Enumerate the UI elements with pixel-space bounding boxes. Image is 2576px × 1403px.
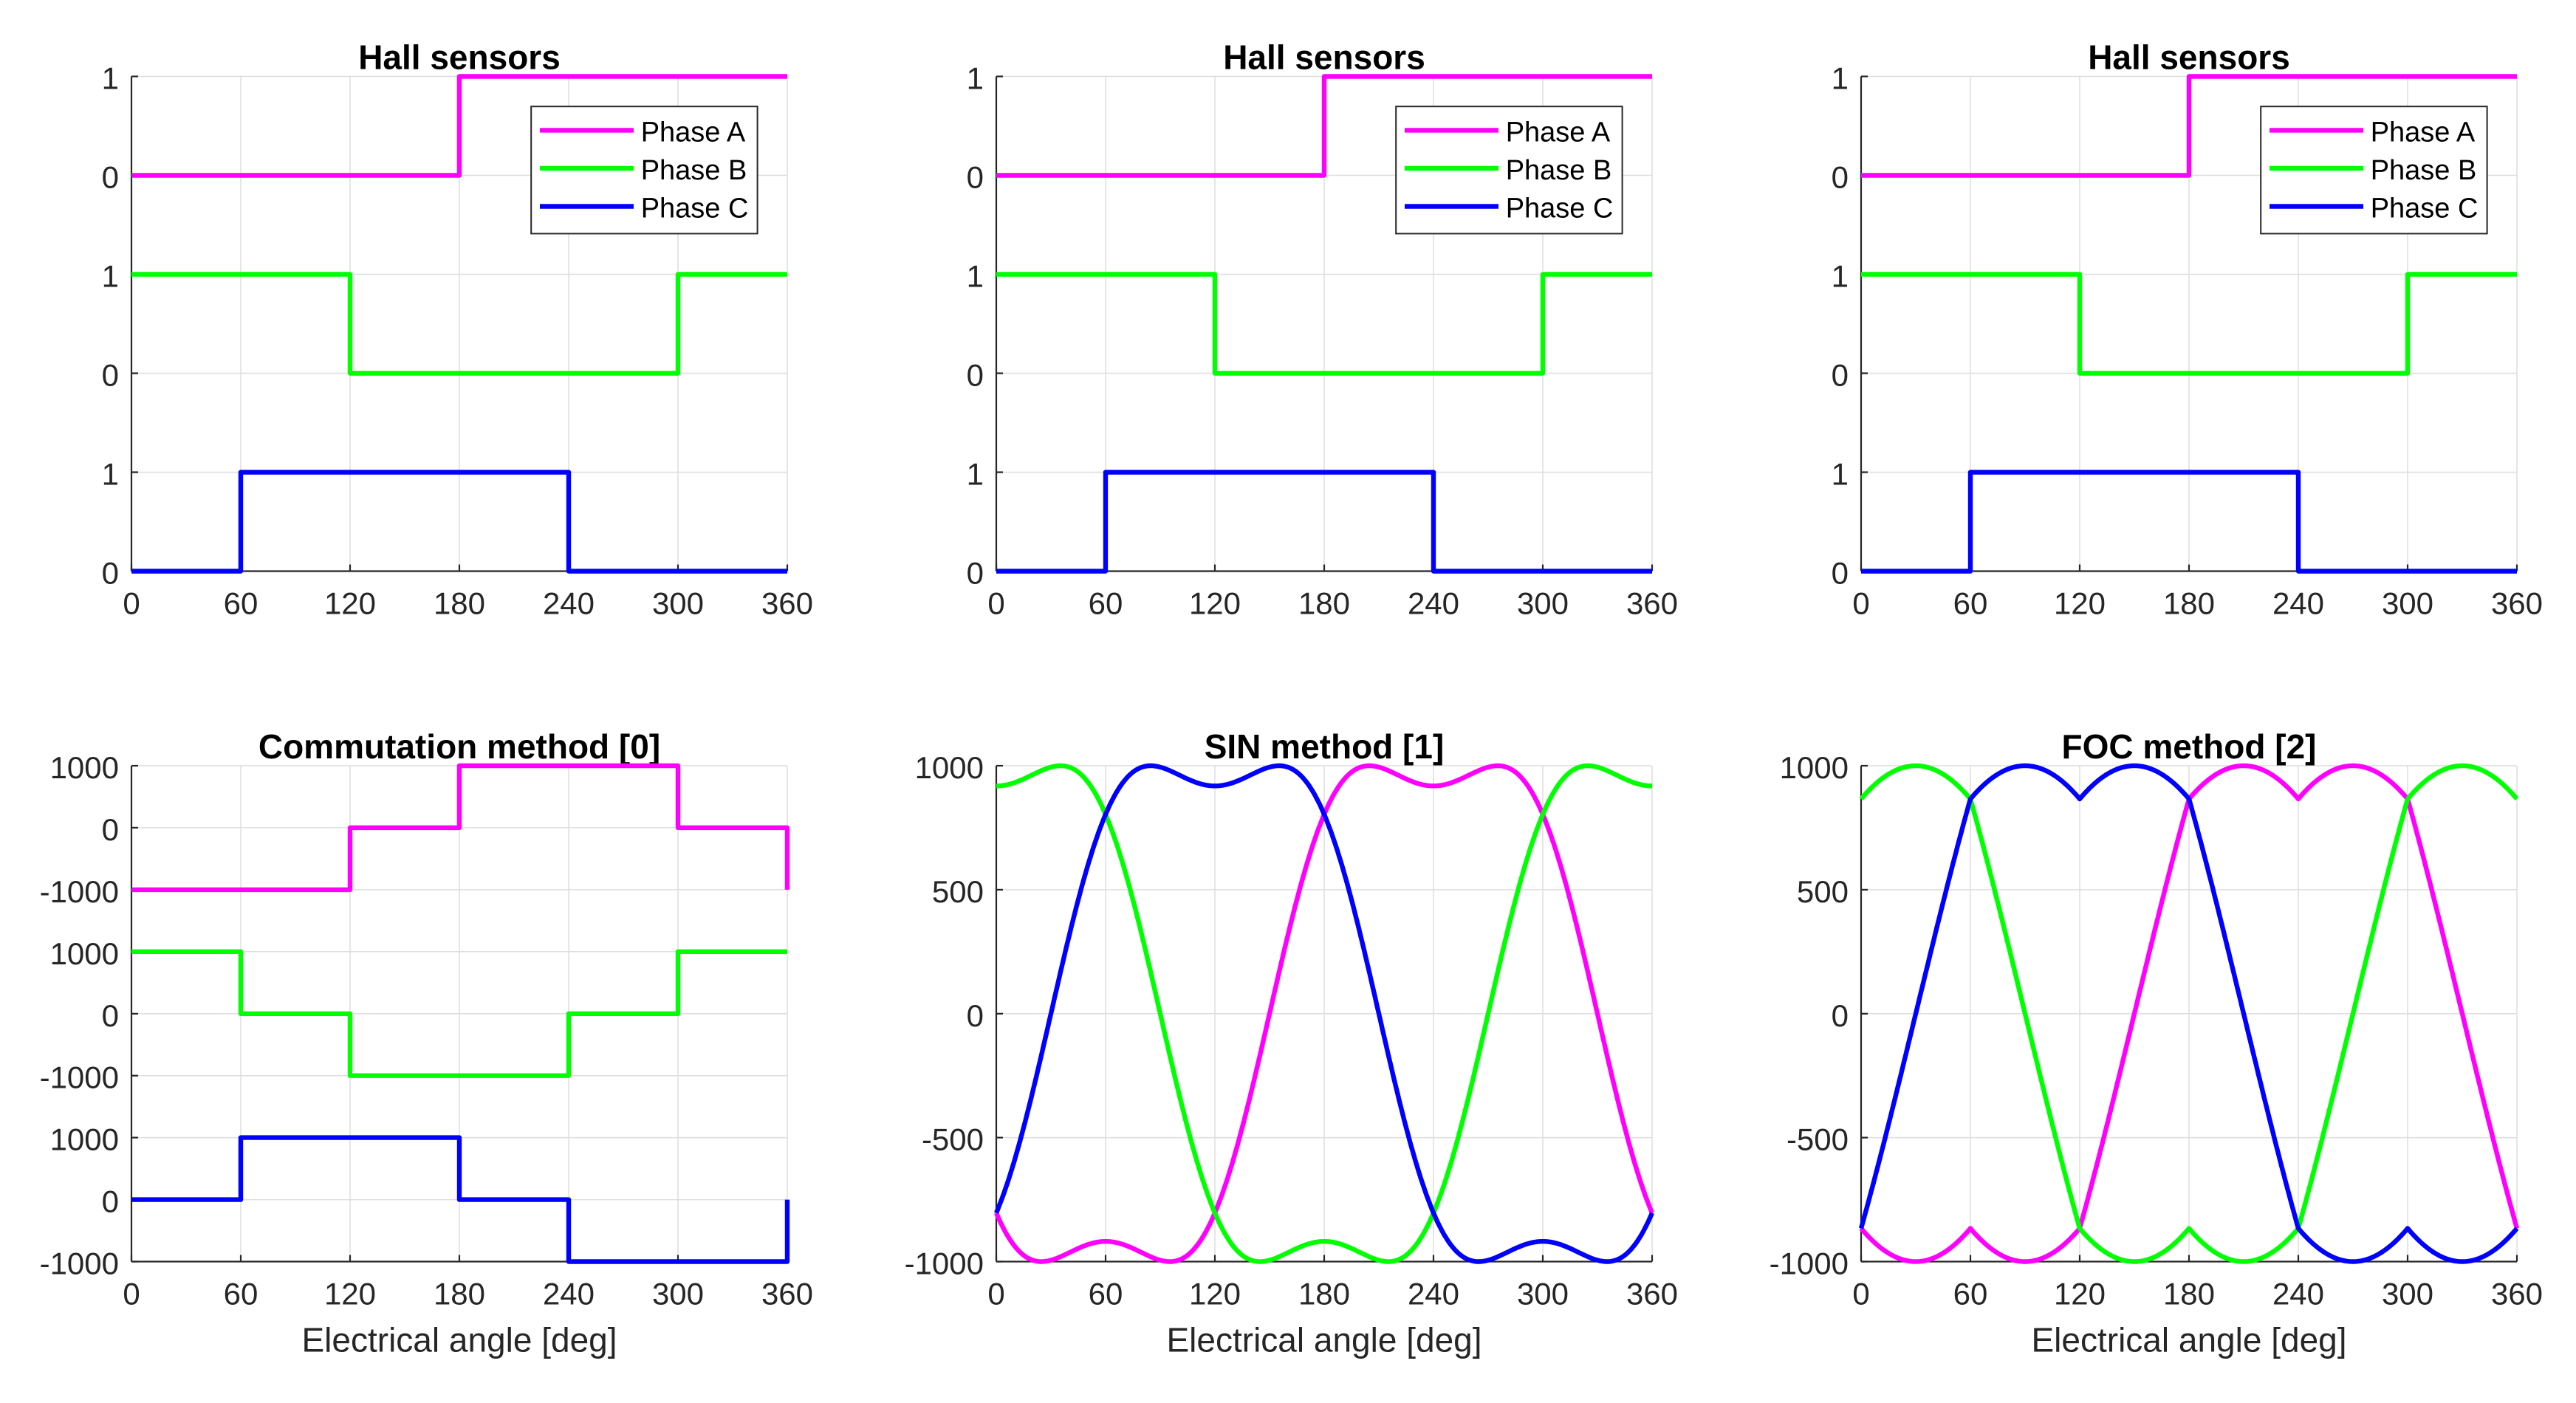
svg-text:300: 300 (1517, 1277, 1569, 1311)
svg-text:0: 0 (1832, 160, 1849, 195)
svg-text:120: 120 (1189, 586, 1241, 621)
svg-text:-1000: -1000 (40, 874, 119, 909)
svg-text:360: 360 (761, 1277, 813, 1311)
svg-text:0: 0 (987, 1277, 1004, 1311)
svg-text:0: 0 (123, 1277, 140, 1311)
svg-text:180: 180 (2163, 586, 2215, 621)
svg-text:1: 1 (967, 259, 984, 294)
svg-text:Hall sensors: Hall sensors (2088, 38, 2290, 77)
svg-text:0: 0 (123, 586, 140, 621)
svg-text:Commutation method [0]: Commutation method [0] (258, 727, 660, 766)
svg-text:Electrical angle [deg]: Electrical angle [deg] (301, 1321, 617, 1359)
svg-text:1: 1 (967, 457, 984, 492)
svg-text:1: 1 (102, 259, 119, 294)
svg-text:0: 0 (1832, 556, 1849, 591)
svg-text:0: 0 (967, 998, 984, 1033)
svg-text:60: 60 (1953, 586, 1988, 621)
svg-text:0: 0 (987, 586, 1004, 621)
svg-text:-500: -500 (1787, 1122, 1849, 1157)
svg-text:1: 1 (967, 61, 984, 96)
svg-text:120: 120 (324, 586, 376, 621)
svg-text:300: 300 (2382, 586, 2433, 621)
svg-text:1000: 1000 (1780, 750, 1849, 785)
svg-text:1: 1 (1832, 259, 1849, 294)
svg-text:0: 0 (102, 998, 119, 1033)
svg-text:60: 60 (1089, 586, 1123, 621)
svg-text:360: 360 (2491, 1277, 2543, 1311)
svg-text:1: 1 (1832, 457, 1849, 492)
svg-text:0: 0 (102, 358, 119, 393)
svg-text:180: 180 (2163, 1277, 2215, 1311)
svg-text:120: 120 (1189, 1277, 1241, 1311)
svg-text:-500: -500 (922, 1122, 984, 1157)
svg-text:0: 0 (967, 358, 984, 393)
svg-text:Hall sensors: Hall sensors (358, 38, 561, 77)
svg-text:Phase C: Phase C (641, 193, 749, 224)
svg-text:Electrical angle [deg]: Electrical angle [deg] (1166, 1321, 1481, 1359)
svg-text:300: 300 (1517, 586, 1569, 621)
svg-text:1: 1 (102, 61, 119, 96)
svg-text:Hall sensors: Hall sensors (1223, 38, 1425, 77)
svg-text:-1000: -1000 (1770, 1246, 1849, 1281)
svg-text:500: 500 (1797, 874, 1849, 909)
svg-text:Phase A: Phase A (1506, 117, 1611, 148)
svg-text:300: 300 (652, 1277, 704, 1311)
svg-text:Phase A: Phase A (641, 117, 746, 148)
svg-text:300: 300 (2382, 1277, 2433, 1311)
svg-text:Phase A: Phase A (2371, 117, 2476, 148)
svg-text:360: 360 (2491, 586, 2543, 621)
svg-text:0: 0 (102, 812, 119, 847)
svg-text:-1000: -1000 (40, 1060, 119, 1095)
svg-text:360: 360 (1626, 586, 1678, 621)
svg-text:240: 240 (1408, 1277, 1459, 1311)
svg-text:0: 0 (1852, 586, 1869, 621)
svg-text:60: 60 (224, 1277, 258, 1311)
svg-text:180: 180 (1298, 586, 1350, 621)
svg-text:500: 500 (932, 874, 984, 909)
svg-text:1000: 1000 (50, 750, 119, 785)
svg-text:0: 0 (102, 556, 119, 591)
svg-text:60: 60 (1089, 1277, 1123, 1311)
svg-text:1000: 1000 (50, 1122, 119, 1157)
svg-text:Phase C: Phase C (1506, 193, 1614, 224)
svg-text:Phase C: Phase C (2371, 193, 2479, 224)
svg-text:FOC method [2]: FOC method [2] (2062, 727, 2317, 766)
svg-text:0: 0 (967, 160, 984, 195)
svg-text:120: 120 (324, 1277, 376, 1311)
svg-text:1000: 1000 (50, 936, 119, 971)
svg-text:240: 240 (1408, 586, 1459, 621)
svg-text:0: 0 (1832, 998, 1849, 1033)
svg-text:60: 60 (224, 586, 258, 621)
svg-text:1: 1 (102, 457, 119, 492)
svg-text:0: 0 (1832, 358, 1849, 393)
svg-text:Phase B: Phase B (2371, 155, 2477, 186)
svg-text:0: 0 (102, 160, 119, 195)
svg-text:-1000: -1000 (40, 1246, 119, 1281)
svg-text:Electrical angle [deg]: Electrical angle [deg] (2031, 1321, 2346, 1359)
svg-text:120: 120 (2054, 586, 2106, 621)
svg-text:240: 240 (2272, 586, 2324, 621)
svg-text:300: 300 (652, 586, 704, 621)
svg-text:360: 360 (761, 586, 813, 621)
svg-text:180: 180 (434, 1277, 485, 1311)
svg-text:0: 0 (102, 1184, 119, 1219)
svg-text:240: 240 (543, 586, 595, 621)
svg-text:240: 240 (2272, 1277, 2324, 1311)
svg-text:360: 360 (1626, 1277, 1678, 1311)
svg-text:Phase B: Phase B (641, 155, 747, 186)
svg-text:0: 0 (967, 556, 984, 591)
svg-text:1: 1 (1832, 61, 1849, 96)
svg-text:1000: 1000 (915, 750, 984, 785)
svg-text:60: 60 (1953, 1277, 1988, 1311)
svg-text:120: 120 (2054, 1277, 2106, 1311)
svg-text:180: 180 (1298, 1277, 1350, 1311)
svg-text:0: 0 (1852, 1277, 1869, 1311)
svg-text:SIN method [1]: SIN method [1] (1205, 727, 1445, 766)
svg-text:240: 240 (543, 1277, 595, 1311)
svg-text:180: 180 (434, 586, 485, 621)
svg-text:-1000: -1000 (905, 1246, 984, 1281)
svg-text:Phase B: Phase B (1506, 155, 1612, 186)
